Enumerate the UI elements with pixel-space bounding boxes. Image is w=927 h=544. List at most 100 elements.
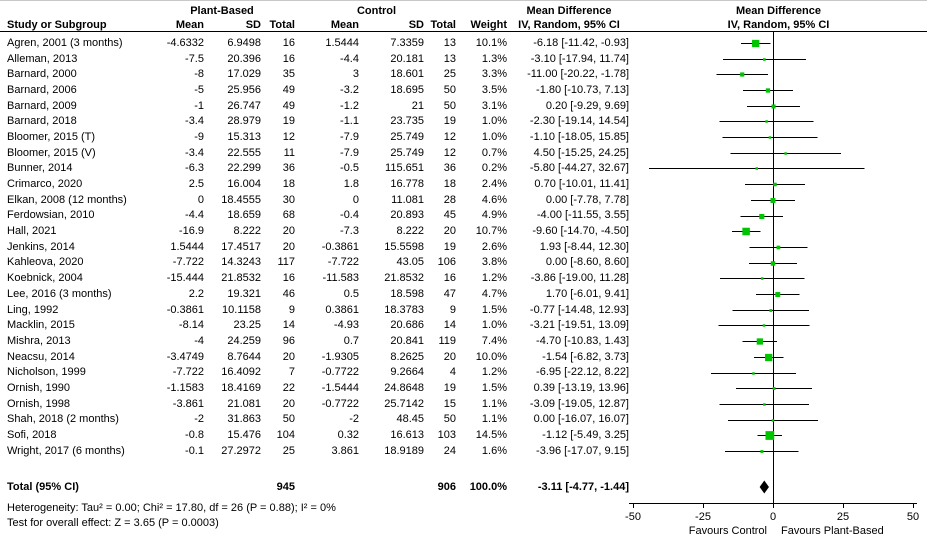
plant-mean: -2 — [194, 413, 204, 426]
summary-diamond — [759, 480, 769, 494]
effect-marker — [770, 261, 776, 266]
study-label: Bloomer, 2015 (T) — [7, 130, 96, 143]
plant-total: 117 — [277, 256, 295, 269]
total-weight: 100.0% — [469, 480, 507, 493]
study-row: Macklin, 2015 -8.14 23.25 14 -4.93 20.68… — [0, 317, 927, 333]
study-weight: 1.5% — [481, 381, 507, 394]
study-row: Barnard, 2009 -1 26.747 49 -1.2 21 50 3.… — [0, 98, 927, 114]
plant-sd: 8.222 — [233, 225, 261, 238]
study-md-ci: 1.93 [-8.44, 12.30] — [539, 240, 629, 253]
plant-mean: -0.1 — [185, 444, 204, 457]
control-total: 19 — [443, 240, 456, 253]
plant-sd: 18.4169 — [221, 381, 261, 394]
control-mean: -4.93 — [333, 319, 359, 332]
study-md-ci: -1.54 [-6.82, 3.73] — [542, 350, 629, 363]
study-md-ci: 0.00 [-16.07, 16.07] — [533, 413, 629, 426]
study-label: Macklin, 2015 — [7, 319, 75, 332]
control-mean: 3.861 — [331, 444, 359, 457]
plant-mean: -3.861 — [172, 397, 204, 410]
control-mean: -1.5444 — [321, 381, 359, 394]
effect-marker — [763, 58, 766, 61]
effect-marker — [768, 136, 772, 139]
study-row: Nicholson, 1999 -7.722 16.4092 7 -0.7722… — [0, 364, 927, 380]
plant-total: 96 — [282, 334, 295, 347]
study-weight: 1.2% — [481, 272, 507, 285]
effect-marker — [769, 309, 773, 312]
plant-mean: -7.722 — [172, 366, 204, 379]
control-total: 13 — [443, 52, 456, 65]
study-md-ci: -3.86 [-19.00, 11.28] — [530, 272, 629, 285]
control-total: 15 — [443, 397, 456, 410]
study-row: Shah, 2018 (2 months) -2 31.863 50 -2 48… — [0, 412, 927, 428]
control-total: 36 — [443, 162, 456, 175]
study-row: Wright, 2017 (6 months) -0.1 27.2972 25 … — [0, 443, 927, 459]
study-weight: 3.8% — [481, 256, 507, 269]
control-mean: -7.9 — [340, 146, 359, 159]
control-total: 45 — [443, 209, 456, 222]
study-label: Koebnick, 2004 — [7, 272, 83, 285]
control-total: 103 — [437, 429, 456, 442]
study-label: Mishra, 2013 — [7, 334, 71, 347]
plant-total: 20 — [282, 225, 295, 238]
plant-mean: -15.444 — [166, 272, 204, 285]
plant-mean: -0.3861 — [166, 303, 204, 316]
study-weight: 1.2% — [481, 366, 507, 379]
group1-header: Plant-Based — [190, 5, 254, 17]
group2-header: Control — [356, 5, 397, 17]
study-md-ci: -2.30 [-19.14, 14.54] — [529, 115, 629, 128]
plant-total: 30 — [282, 193, 295, 206]
control-sd: 43.05 — [396, 256, 424, 269]
axis-tick-label: 25 — [837, 511, 849, 523]
plant-total: 25 — [282, 444, 295, 457]
plant-total: 104 — [276, 429, 295, 442]
study-weight: 10.0% — [475, 350, 507, 363]
study-row: Koebnick, 2004 -15.444 21.8532 16 -11.58… — [0, 270, 927, 286]
plant-mean: -7.722 — [172, 256, 204, 269]
plant-sd: 22.555 — [227, 146, 261, 159]
study-md-ci: 1.70 [-6.01, 9.41] — [545, 287, 629, 300]
control-mean: 1.8 — [343, 178, 359, 191]
plant-mean: -1.1583 — [166, 381, 204, 394]
control-mean: -0.7722 — [321, 366, 359, 379]
study-row: Elkan, 2008 (12 months) 0 18.4555 30 0 1… — [0, 192, 927, 208]
study-row: Ling, 1992 -0.3861 10.1158 9 0.3861 18.3… — [0, 302, 927, 318]
study-label: Sofi, 2018 — [7, 429, 57, 442]
total-label: Total (95% CI) — [7, 480, 79, 493]
control-mean: -0.7722 — [321, 397, 359, 410]
study-label: Shah, 2018 (2 months) — [7, 413, 119, 426]
control-total: 20 — [443, 225, 456, 238]
control-mean: -11.583 — [322, 272, 360, 285]
study-weight: 10.7% — [475, 225, 507, 238]
plant-mean: 2.5 — [188, 178, 204, 191]
study-row: Ferdowsian, 2010 -4.4 18.659 68 -0.4 20.… — [0, 208, 927, 224]
study-md-ci: 0.20 [-9.29, 9.69] — [545, 99, 629, 112]
study-row: Bunner, 2014 -6.3 22.299 36 -0.5 115.651… — [0, 161, 927, 177]
study-row: Neacsu, 2014 -3.4749 8.7644 20 -1.9305 8… — [0, 349, 927, 365]
control-sd: 20.841 — [390, 334, 424, 347]
study-row: Sofi, 2018 -0.8 15.476 104 0.32 16.613 1… — [0, 427, 927, 443]
study-label: Ling, 1992 — [7, 303, 59, 316]
control-total: 4 — [449, 366, 456, 379]
plant-total: 35 — [282, 68, 295, 81]
study-weight: 2.6% — [481, 240, 507, 253]
study-row: Mishra, 2013 -4 24.259 96 0.7 20.841 119… — [0, 333, 927, 349]
plant-sd: 19.321 — [227, 287, 261, 300]
study-md-ci: 0.39 [-13.19, 13.96] — [533, 381, 629, 394]
effect-marker — [759, 213, 765, 220]
header-group-row: Plant-Based Control Mean Difference Mean… — [0, 1, 927, 17]
control-sd: 9.2664 — [390, 366, 424, 379]
plant-mean: -0.8 — [185, 429, 204, 442]
plant-total: 16 — [282, 272, 295, 285]
study-weight: 1.6% — [481, 444, 507, 457]
heterogeneity-note: Heterogeneity: Tau² = 0.00; Chi² = 17.80… — [7, 501, 336, 514]
study-weight: 1.5% — [481, 303, 507, 316]
plant-sd: 23.25 — [233, 319, 261, 332]
study-weight: 14.5% — [475, 429, 507, 442]
control-mean: -7.3 — [340, 225, 359, 238]
study-md-ci: -5.80 [-44.27, 32.67] — [529, 162, 629, 175]
study-weight: 0.7% — [481, 146, 507, 159]
study-weight: 1.3% — [481, 52, 507, 65]
plant-mean: -16.9 — [178, 225, 204, 238]
study-weight: 10.1% — [475, 36, 507, 49]
